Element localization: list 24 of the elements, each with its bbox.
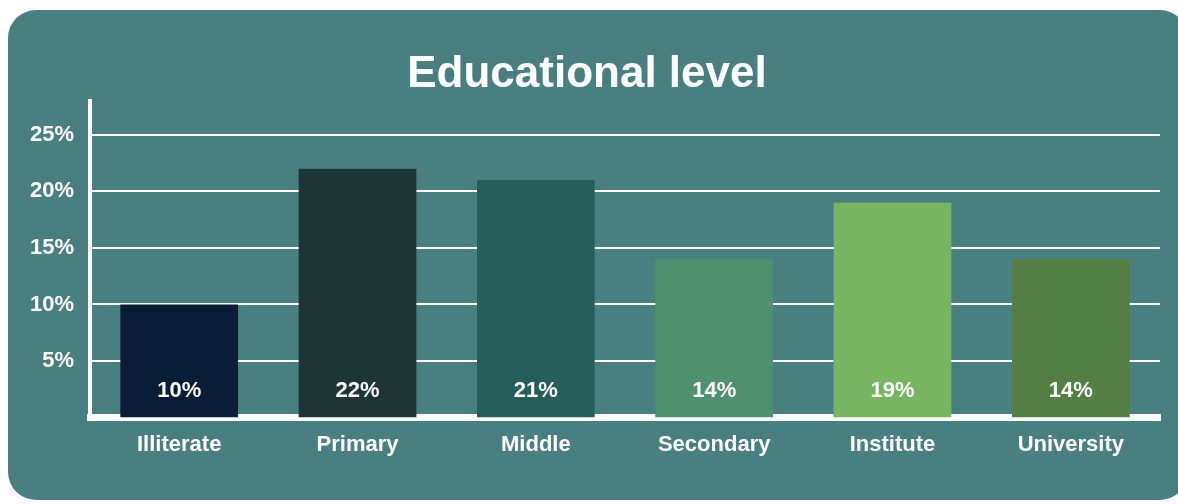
x-tick-label: Primary [316,430,400,456]
x-tick-label: University [1017,430,1125,456]
bar [833,202,952,418]
x-tick-label: Illiterate [137,430,222,456]
y-tick-label: 5% [42,347,75,373]
x-tick-label: Secondary [657,430,772,456]
y-tick-label: 15% [29,233,75,259]
x-tick-label: Middle [501,430,571,456]
data-label: 10% [157,376,202,402]
data-label: 14% [692,376,737,402]
data-label: 21% [513,376,558,402]
data-label: 19% [870,376,915,402]
data-label: 14% [1048,376,1093,402]
bar [655,259,774,418]
y-tick-label: 25% [29,120,75,146]
bar [120,304,239,418]
data-label: 22% [335,376,380,402]
y-tick-label: 10% [29,290,75,316]
chart-title: Educational level [407,46,767,96]
y-tick-label: 20% [29,177,75,203]
x-tick-label: Institute [849,430,936,456]
bar [298,168,417,418]
bar [1011,259,1130,418]
bar [477,180,595,418]
